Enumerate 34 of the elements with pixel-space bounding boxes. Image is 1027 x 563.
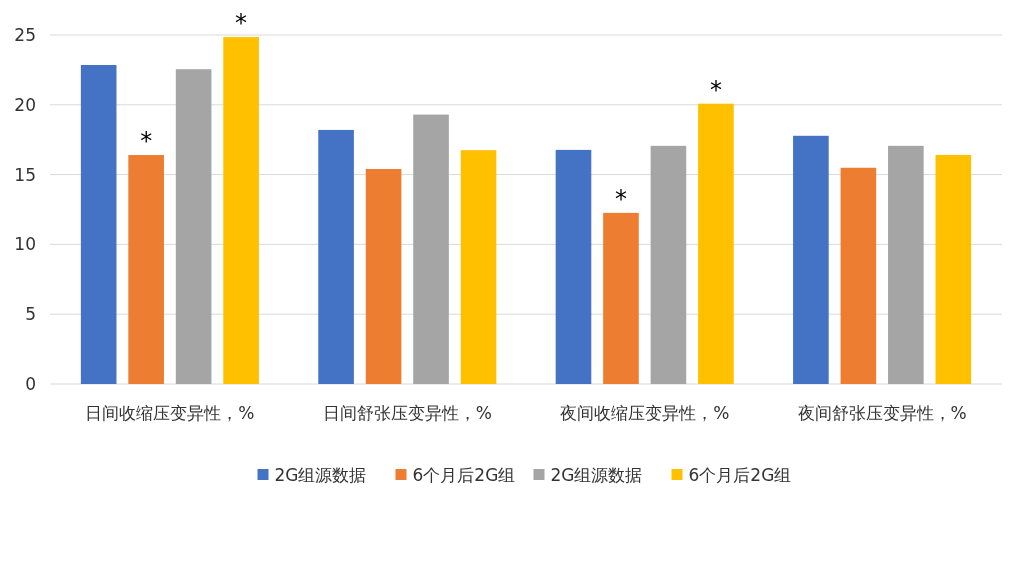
bar — [935, 154, 972, 384]
bar — [650, 145, 687, 384]
bar — [888, 145, 924, 384]
data-label: * — [614, 184, 627, 213]
y-tick-label: 0 — [25, 373, 36, 394]
y-tick-label: 5 — [25, 304, 36, 325]
bar — [698, 103, 734, 384]
bar — [80, 65, 117, 384]
bar — [175, 69, 212, 384]
y-tick-label: 25 — [14, 24, 36, 45]
data-label: * — [140, 127, 153, 156]
bar — [603, 212, 639, 384]
x-tick-label: 日间舒张压变异性，% — [322, 403, 492, 423]
bar — [413, 114, 449, 384]
data-label: * — [235, 9, 248, 38]
data-label: * — [709, 75, 722, 104]
legend-label: 2G组源数据 — [274, 464, 367, 485]
x-tick-label: 夜间舒张压变异性，% — [797, 403, 967, 423]
bar — [460, 150, 497, 384]
legend-label: 6个月后2G组 — [412, 464, 516, 485]
bar — [365, 169, 402, 384]
legend-label: 2G组源数据 — [550, 464, 643, 485]
x-tick-label: 夜间收缩压变异性，% — [560, 403, 730, 423]
bar — [793, 135, 829, 384]
y-tick-label: 15 — [14, 164, 36, 185]
bar — [555, 149, 592, 384]
legend-label: 6个月后2G组 — [688, 464, 792, 485]
bar — [318, 129, 354, 384]
x-tick-label: 日间收缩压变异性，% — [85, 403, 255, 423]
bar — [223, 37, 259, 384]
bar — [840, 167, 877, 384]
y-tick-label: 20 — [14, 94, 36, 115]
y-tick-label: 10 — [14, 234, 36, 255]
bar — [128, 155, 164, 384]
